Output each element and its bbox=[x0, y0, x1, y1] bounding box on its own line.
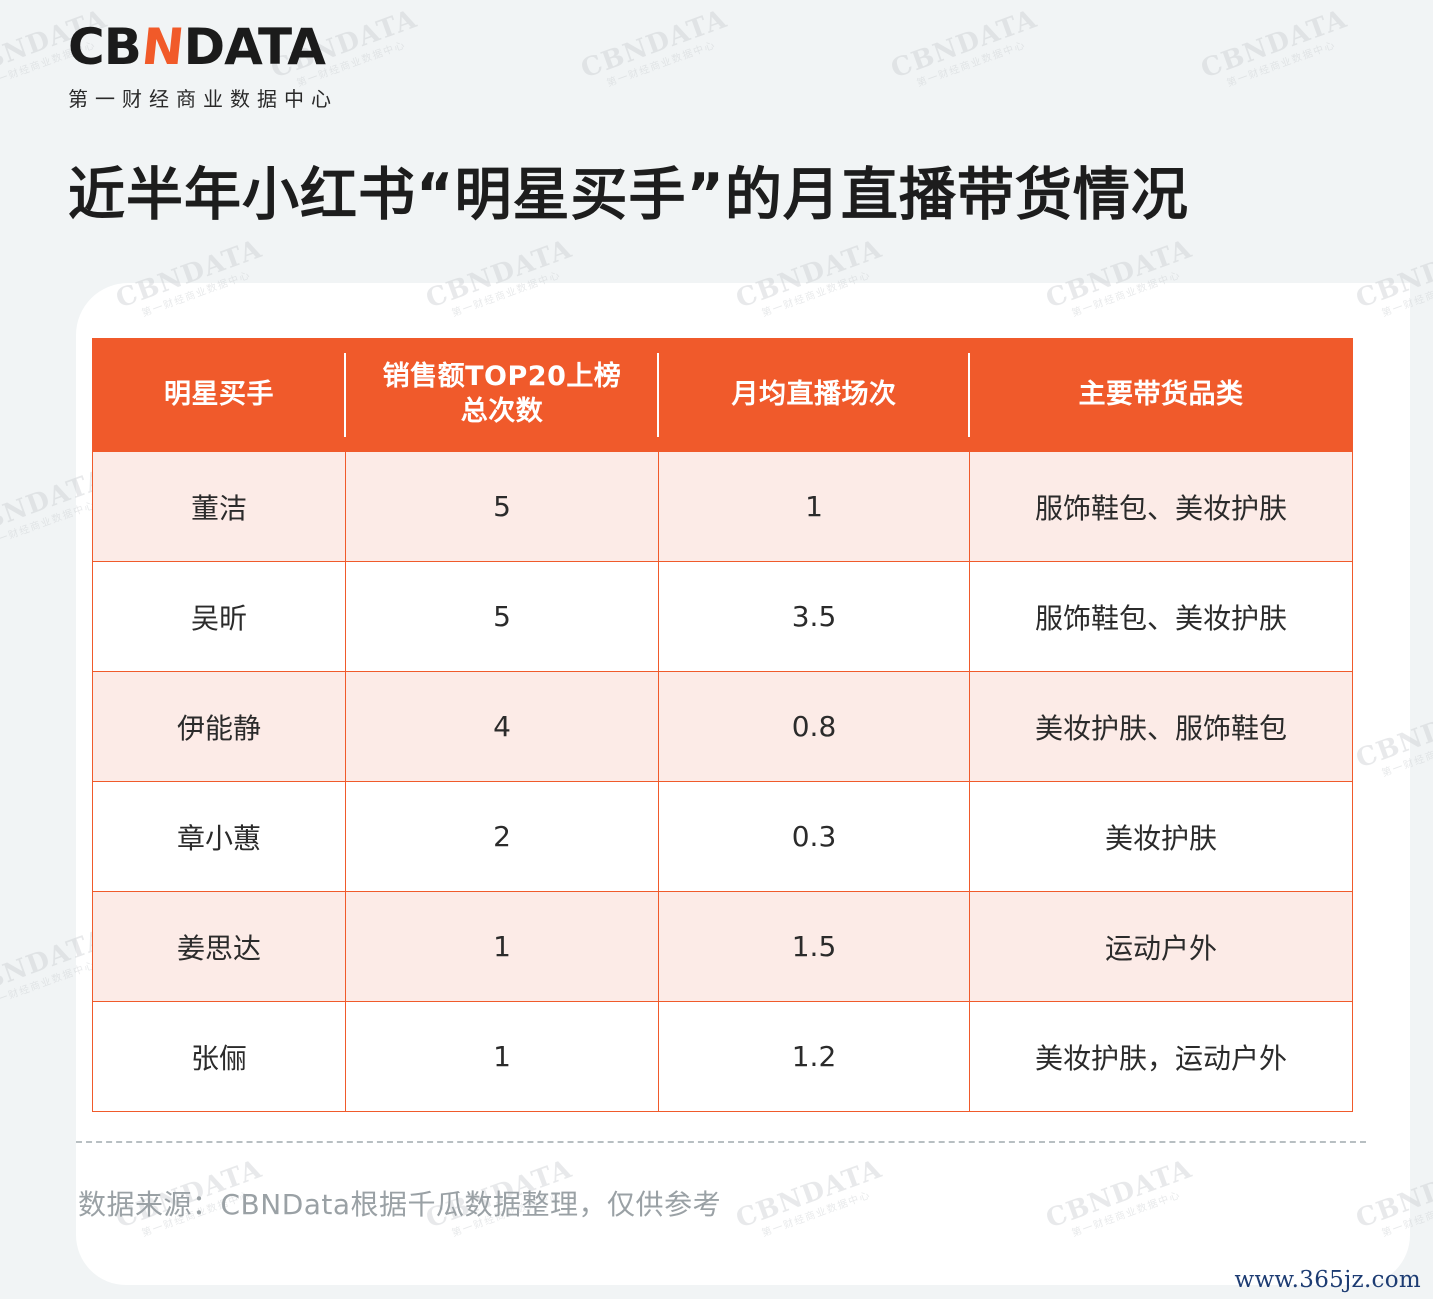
cell-main-categories: 美妆护肤 bbox=[969, 781, 1353, 892]
cell-celebrity-name: 伊能静 bbox=[92, 671, 346, 782]
logo-suffix-text: DATA bbox=[183, 18, 326, 76]
logo-subtitle: 第一财经商业数据中心 bbox=[68, 87, 338, 111]
cell-avg-sessions: 0.3 bbox=[658, 781, 970, 892]
column-header-main-categories-line1: 主要带货品类 bbox=[1078, 378, 1244, 410]
watermark-main-text: CBNDATA bbox=[1197, 4, 1352, 85]
cell-avg-sessions: 3.5 bbox=[658, 561, 970, 672]
table-header: 明星买手 销售额TOP20上榜 总次数 月均直播场次 主要带货品类 bbox=[92, 338, 1353, 452]
cell-top20-count: 2 bbox=[345, 781, 659, 892]
cell-avg-sessions: 1.5 bbox=[658, 891, 970, 1002]
watermark-sub-text: 第一财经商业数据中心 bbox=[1225, 39, 1338, 90]
cbndata-logo: CB N DATA 第一财经商业数据中心 bbox=[68, 18, 338, 112]
cell-main-categories: 服饰鞋包、美妆护肤 bbox=[969, 451, 1353, 562]
table-header-row: 明星买手 销售额TOP20上榜 总次数 月均直播场次 主要带货品类 bbox=[92, 338, 1353, 452]
column-header-avg-sessions: 月均直播场次 bbox=[658, 338, 971, 452]
source-note: 数据来源：CBNData根据千瓜数据整理，仅供参考 bbox=[78, 1188, 722, 1221]
cell-avg-sessions: 1 bbox=[658, 451, 970, 562]
cell-top20-count: 1 bbox=[345, 1001, 659, 1112]
logo-prefix-text: CB bbox=[68, 18, 142, 76]
cell-celebrity-name: 姜思达 bbox=[92, 891, 346, 1002]
page-title: 近半年小红书“明星买手”的月直播带货情况 bbox=[68, 162, 1189, 228]
cell-avg-sessions: 1.2 bbox=[658, 1001, 970, 1112]
cell-top20-count: 4 bbox=[345, 671, 659, 782]
footer-divider bbox=[76, 1141, 1366, 1143]
cell-top20-count: 5 bbox=[345, 451, 659, 562]
column-header-main-categories: 主要带货品类 bbox=[969, 338, 1353, 452]
watermark-main-text: CBNDATA bbox=[577, 4, 732, 85]
column-header-top20-count-line1: 销售额TOP20上榜 bbox=[382, 361, 622, 393]
cell-main-categories: 美妆护肤，运动户外 bbox=[969, 1001, 1353, 1112]
cell-celebrity-name: 张俪 bbox=[92, 1001, 346, 1112]
cell-celebrity-name: 章小蕙 bbox=[92, 781, 346, 892]
cell-main-categories: 运动户外 bbox=[969, 891, 1353, 1002]
data-table-container: 明星买手 销售额TOP20上榜 总次数 月均直播场次 主要带货品类 董洁 5 1 bbox=[92, 338, 1353, 1112]
logo-wordmark: CB N DATA bbox=[68, 18, 338, 76]
table-row: 伊能静 4 0.8 美妆护肤、服饰鞋包 bbox=[92, 671, 1353, 782]
column-header-top20-count-line2: 总次数 bbox=[460, 396, 544, 427]
table-row: 吴昕 5 3.5 服饰鞋包、美妆护肤 bbox=[92, 561, 1353, 672]
celebrity-livestream-table: 明星买手 销售额TOP20上榜 总次数 月均直播场次 主要带货品类 董洁 5 1 bbox=[92, 338, 1353, 1112]
cell-celebrity-name: 吴昕 bbox=[92, 561, 346, 672]
cell-top20-count: 1 bbox=[345, 891, 659, 1002]
table-body: 董洁 5 1 服饰鞋包、美妆护肤 吴昕 5 3.5 服饰鞋包、美妆护肤 伊能静 … bbox=[92, 451, 1353, 1112]
watermark-main-text: CBNDATA bbox=[887, 4, 1042, 85]
table-row: 张俪 1 1.2 美妆护肤，运动户外 bbox=[92, 1001, 1353, 1112]
site-url-watermark: www.365jz.com bbox=[1234, 1267, 1421, 1293]
watermark-sub-text: 第一财经商业数据中心 bbox=[605, 39, 718, 90]
table-row: 董洁 5 1 服饰鞋包、美妆护肤 bbox=[92, 451, 1353, 562]
table-row: 章小蕙 2 0.3 美妆护肤 bbox=[92, 781, 1353, 892]
column-header-avg-sessions-line1: 月均直播场次 bbox=[731, 378, 897, 410]
watermark-sub-text: 第一财经商业数据中心 bbox=[915, 39, 1028, 90]
cell-top20-count: 5 bbox=[345, 561, 659, 672]
table-row: 姜思达 1 1.5 运动户外 bbox=[92, 891, 1353, 1002]
cell-main-categories: 美妆护肤、服饰鞋包 bbox=[969, 671, 1353, 782]
logo-accent-letter: N bbox=[138, 18, 186, 76]
cell-avg-sessions: 0.8 bbox=[658, 671, 970, 782]
cell-main-categories: 服饰鞋包、美妆护肤 bbox=[969, 561, 1353, 672]
column-header-top20-count: 销售额TOP20上榜 总次数 bbox=[345, 338, 660, 452]
column-header-celebrity: 明星买手 bbox=[92, 338, 347, 452]
cell-celebrity-name: 董洁 bbox=[92, 451, 346, 562]
column-header-celebrity-line1: 明星买手 bbox=[164, 378, 274, 410]
